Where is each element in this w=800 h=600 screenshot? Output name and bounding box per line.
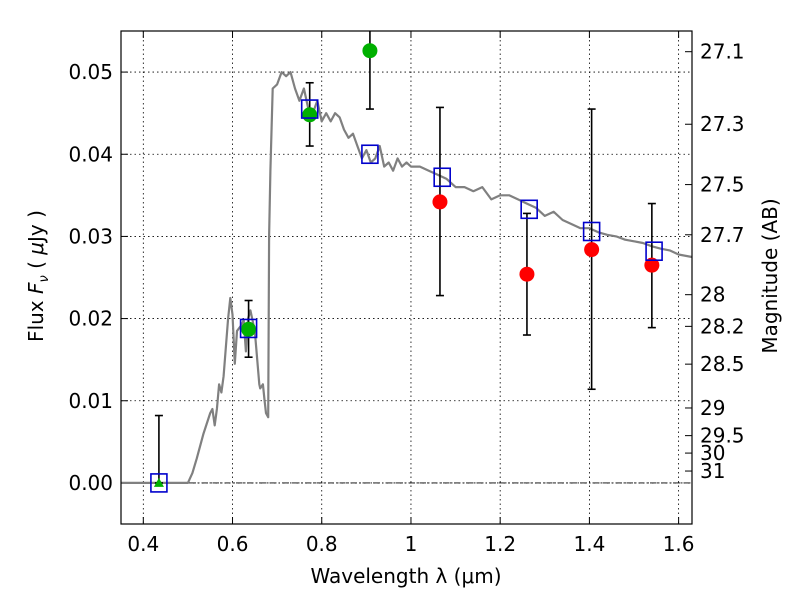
model-band-marker bbox=[645, 241, 663, 262]
model-band-marker bbox=[433, 167, 451, 188]
y-tick-label: 0.02 bbox=[68, 307, 113, 331]
model-band-marker bbox=[582, 221, 601, 242]
observed-point bbox=[519, 266, 535, 282]
y-axis-label-symbol: F bbox=[24, 282, 48, 294]
x-tick-label: 1.2 bbox=[484, 532, 516, 556]
x-tick-label: 0.4 bbox=[127, 532, 159, 556]
y-axis-label-unit: Jy ) bbox=[24, 210, 48, 244]
y-tick-label: 0.00 bbox=[68, 471, 113, 495]
observed-point bbox=[302, 107, 318, 123]
model-band-markers bbox=[150, 99, 663, 493]
y-axis-label-mu: μ bbox=[24, 242, 48, 256]
x-tick-label: 0.6 bbox=[217, 532, 249, 556]
y-axis-label-prefix: Flux bbox=[24, 294, 48, 342]
magnitude-tick-label: 31 bbox=[700, 459, 725, 483]
y-axis-ticks: 0.00 0.01 0.02 0.03 0.04 0.05 bbox=[68, 60, 128, 495]
observed-points bbox=[153, 43, 660, 487]
observed-point bbox=[241, 321, 257, 337]
y-axis-label-subscript: ν bbox=[37, 275, 52, 282]
y-axis-label: Flux Fν ( μJy ) bbox=[24, 210, 52, 342]
observed-point bbox=[153, 477, 164, 487]
observed-point bbox=[432, 194, 448, 210]
plot-frame bbox=[120, 30, 693, 525]
x-axis-label: Wavelength λ (μm) bbox=[310, 564, 501, 588]
model-band-marker bbox=[239, 318, 258, 339]
x-tick-label: 1.6 bbox=[663, 532, 695, 556]
y-axis-label-open: ( bbox=[24, 255, 48, 276]
magnitude-tick-label: 27.1 bbox=[700, 40, 745, 64]
observed-point bbox=[644, 257, 660, 273]
model-band-marker bbox=[361, 144, 379, 165]
error-bars bbox=[154, 31, 656, 484]
magnitude-axis-label: Magnitude (AB) bbox=[758, 198, 782, 353]
observed-point bbox=[584, 242, 600, 258]
model-band-marker bbox=[300, 99, 319, 119]
y-tick-label: 0.01 bbox=[68, 389, 113, 413]
model-spectrum-line bbox=[121, 70, 693, 484]
magnitude-tick-label: 27.5 bbox=[700, 173, 745, 197]
magnitude-tick-label: 27.7 bbox=[700, 223, 745, 247]
magnitude-tick-label: 28.2 bbox=[700, 314, 745, 338]
magnitude-tick-label: 29.5 bbox=[700, 424, 745, 448]
y-tick-label: 0.04 bbox=[68, 142, 113, 166]
magnitude-tick-label: 30 bbox=[700, 441, 725, 465]
x-axis-ticks: 0.4 0.6 0.8 1 1.2 1.4 1.6 bbox=[127, 31, 695, 556]
observed-point bbox=[362, 43, 378, 59]
model-band-marker bbox=[520, 199, 538, 220]
magnitude-tick-label: 28.5 bbox=[700, 352, 745, 376]
grid-lines bbox=[121, 31, 692, 524]
x-tick-label: 1 bbox=[405, 532, 418, 556]
magnitude-tick-label: 27.3 bbox=[700, 112, 745, 136]
magnitude-tick-label: 29 bbox=[700, 396, 725, 420]
y-tick-label: 0.03 bbox=[68, 224, 113, 248]
model-band-marker bbox=[150, 473, 168, 493]
x-tick-label: 0.8 bbox=[306, 532, 338, 556]
x-tick-label: 1.4 bbox=[573, 532, 605, 556]
y-tick-label: 0.05 bbox=[68, 60, 113, 84]
magnitude-tick-label: 28 bbox=[700, 283, 725, 307]
